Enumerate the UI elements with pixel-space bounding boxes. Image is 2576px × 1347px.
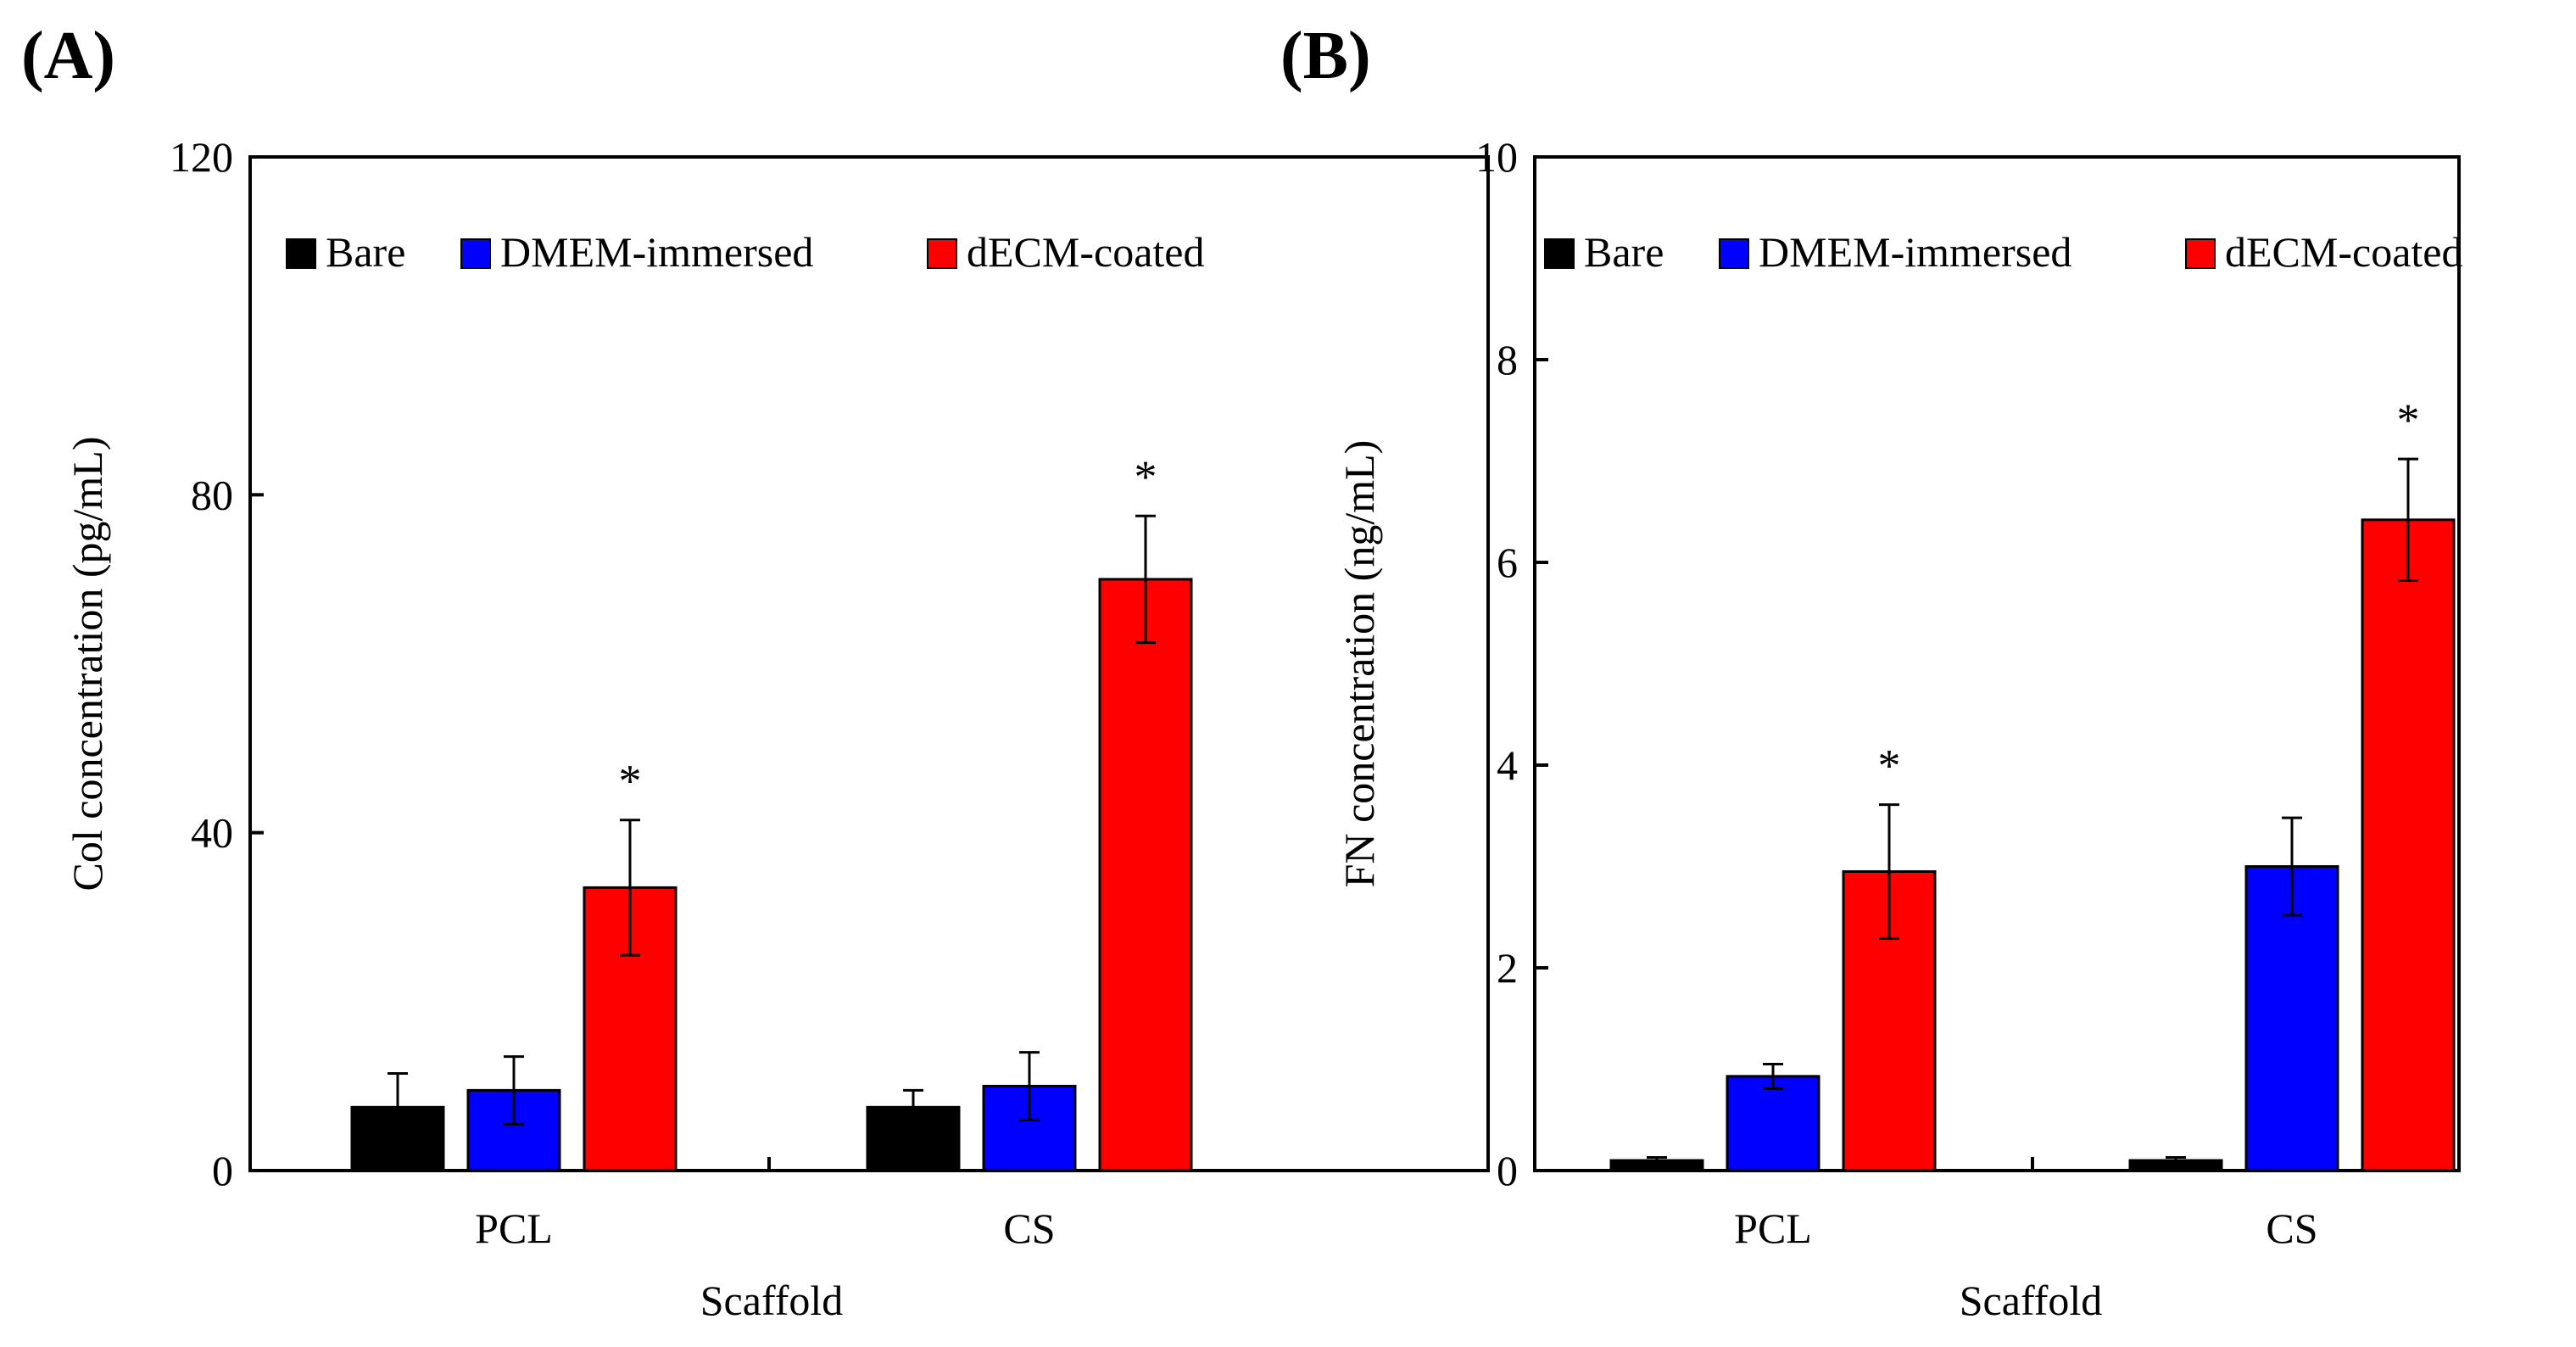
y-tick-label: 0: [1497, 1147, 1518, 1194]
significance-marker: *: [2397, 394, 2420, 445]
legend-label: DMEM-immersed: [1759, 228, 2071, 276]
panel-label: (B): [1280, 19, 1371, 93]
x-tick-label: CS: [2266, 1204, 2317, 1252]
y-tick-label: 10: [1475, 133, 1518, 181]
y-tick-label: 4: [1497, 741, 1518, 789]
y-tick-label: 2: [1497, 944, 1518, 992]
x-tick-label: PCL: [475, 1204, 553, 1252]
y-axis-title: Col concentration (pg/mL): [64, 437, 111, 891]
plot-frame: [248, 155, 1490, 1172]
legend-swatch: [286, 238, 316, 269]
x-axis-title: Scaffold: [1960, 1277, 2102, 1324]
panel-a: (A) 0 40 80 120 PCL CS * * Bare DMEM-immersed dECM-…: [21, 19, 1490, 1324]
significance-marker: *: [619, 756, 642, 807]
legend-swatch: [1544, 238, 1575, 269]
plot-frame: [1533, 155, 2461, 1172]
y-tick-label: 120: [170, 133, 233, 181]
y-tick-label: 80: [191, 471, 233, 518]
legend-label: DMEM-immersed: [500, 228, 813, 276]
legend-swatch: [1719, 238, 1749, 269]
legend-label: dECM-coated: [2225, 228, 2462, 276]
x-tick-label: CS: [1003, 1204, 1055, 1252]
y-tick-label: 6: [1497, 539, 1518, 586]
bar: [2361, 518, 2456, 1172]
legend-label: Bare: [1584, 228, 1664, 276]
y-tick-label: 0: [212, 1147, 233, 1194]
legend-swatch: [460, 238, 491, 269]
legend-label: dECM-coated: [967, 228, 1204, 276]
significance-marker: *: [1878, 741, 1901, 791]
panel-b: (B) 0 2 4 6 8 10 PCL CS * * Bare DMEM-immersed dECM-c…: [1280, 19, 2462, 1324]
bar: [1098, 578, 1193, 1172]
x-tick-label: PCL: [1734, 1204, 1812, 1252]
bar: [2244, 865, 2339, 1172]
significance-marker: *: [1135, 451, 1157, 502]
legend-swatch: [927, 238, 957, 269]
y-axis-title: FN concentration (ng/mL): [1335, 440, 1383, 888]
y-tick-label: 8: [1497, 336, 1518, 383]
bar: [1726, 1075, 1820, 1172]
x-axis-title: Scaffold: [700, 1277, 843, 1324]
panel-label: (A): [21, 19, 115, 93]
legend-swatch: [2185, 238, 2216, 269]
y-tick-label: 40: [191, 809, 233, 857]
legend-label: Bare: [326, 228, 405, 276]
